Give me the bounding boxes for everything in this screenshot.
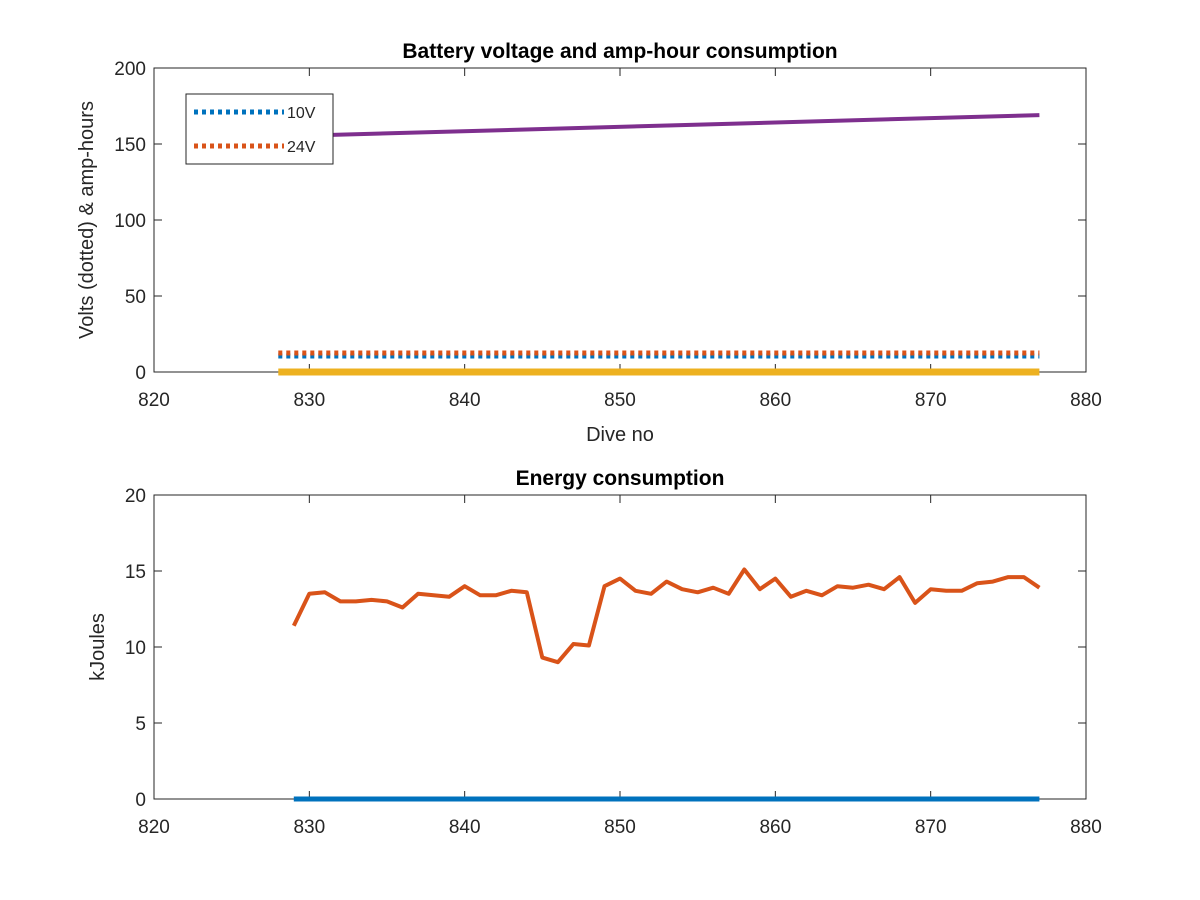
y-tick-label: 5	[135, 714, 146, 735]
bottom-chart-marks: 820 830 840 850 860 870 880 0 5 10 15 20	[125, 486, 1102, 838]
x-tick-label: 850	[604, 817, 636, 838]
x-tick-label: 850	[604, 390, 636, 411]
y-tick-label: 0	[135, 790, 146, 811]
legend-label-24v: 24V	[287, 139, 316, 156]
x-tick-label: 830	[293, 390, 325, 411]
top-chart-x-axis-label: Dive no	[586, 424, 654, 446]
legend-label-10v: 10V	[287, 105, 316, 122]
x-tick-label: 870	[915, 390, 947, 411]
y-tick-label: 0	[135, 363, 146, 384]
series-energy-line	[292, 567, 1041, 665]
bottom-chart-title: Energy consumption	[516, 467, 725, 490]
y-tick-label: 50	[125, 287, 146, 308]
x-tick-label: 880	[1070, 817, 1102, 838]
y-tick-label: 10	[125, 638, 146, 659]
y-tick-label: 100	[114, 211, 146, 232]
x-tick-label: 820	[138, 817, 170, 838]
top-chart-legend: 10V 24V	[185, 93, 334, 165]
legend-box	[185, 93, 334, 165]
bottom-chart-y-axis-label: kJoules	[87, 613, 109, 681]
x-tick-label: 820	[138, 390, 170, 411]
x-tick-label: 860	[759, 390, 791, 411]
y-tick-label: 15	[125, 562, 146, 583]
top-chart-y-axis-label: Volts (dotted) & amp-hours	[76, 101, 98, 339]
x-tick-label: 830	[293, 817, 325, 838]
y-tick-label: 20	[125, 486, 146, 507]
x-tick-label: 870	[915, 817, 947, 838]
x-tick-label: 840	[449, 390, 481, 411]
y-tick-label: 150	[114, 135, 146, 156]
y-tick-label: 200	[114, 59, 146, 80]
voltage-amp-hour-axes: Battery voltage and amp-hour consumption…	[76, 40, 1102, 446]
x-tick-label: 860	[759, 817, 791, 838]
energy-axes: Energy consumption kJoules 820 830 840 850 8…	[87, 467, 1102, 838]
series-purple-line	[278, 113, 1040, 139]
x-tick-label: 840	[449, 817, 481, 838]
x-tick-label: 880	[1070, 390, 1102, 411]
top-chart-title: Battery voltage and amp-hour consumption	[402, 40, 837, 63]
top-chart-marks: 820 830 840 850 860 870 880 0 50 100 150 200	[114, 59, 1102, 411]
